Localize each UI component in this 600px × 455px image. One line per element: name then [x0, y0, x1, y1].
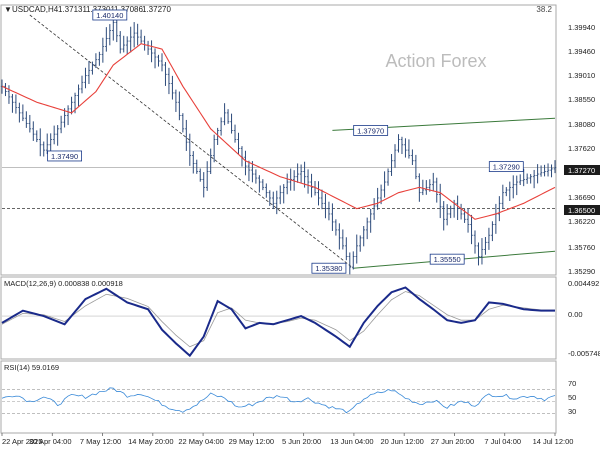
rsi-y-tick: 70	[568, 379, 576, 388]
macd-plot	[1, 286, 555, 358]
x-tick-label: 5 Jun 20:00	[282, 437, 321, 446]
x-tick-label: 22 Apr 2025	[2, 437, 42, 446]
x-tick-label: 13 Jun 04:00	[330, 437, 373, 446]
x-tick-label: 7 May 12:00	[80, 437, 121, 446]
x-tick-label: 30 Apr 04:00	[29, 437, 72, 446]
header-close: 1.37270	[142, 5, 171, 14]
price-label-text: 1.35380	[315, 264, 342, 273]
level-price-text: 1.36500	[568, 206, 595, 215]
main-y-tick: 1.36220	[568, 217, 595, 226]
price-label-text: 1.37490	[51, 152, 78, 161]
macd-y-tick: 0.00	[568, 310, 583, 319]
main-y-tick: 1.38080	[568, 120, 595, 129]
main-y-tick: 1.39460	[568, 47, 595, 56]
main-y-tick: 1.35290	[568, 267, 595, 276]
price-labels: 1.40140 1.37490 1.37970 1.37290 1.35550 1.353…	[47, 9, 524, 274]
price-label-text: 1.37290	[493, 163, 520, 172]
main-y-tick: 1.37620	[568, 144, 595, 153]
header-arrow: ▼	[4, 5, 12, 14]
price-label-box	[47, 150, 83, 162]
header-symbol: USDCAD,H4	[12, 5, 59, 14]
price-label: 1.37290	[488, 161, 524, 173]
main-y-tick: 1.35760	[568, 243, 595, 252]
x-tick-label: 20 Jun 12:00	[380, 437, 423, 446]
header-low: 1.37086	[114, 5, 143, 14]
rsi-y-tick: 30	[568, 407, 576, 416]
macd-panel-frame	[0, 276, 557, 360]
price-label-text: 1.35550	[434, 255, 461, 264]
rsi-line	[1, 387, 556, 414]
x-tick-label: 27 Jun 20:00	[431, 437, 474, 446]
watermark: Action Forex	[385, 51, 486, 71]
main-y-tick: 1.36690	[568, 193, 595, 202]
rsi-label: RSI(14) 59.0169	[4, 363, 59, 372]
price-label-box	[429, 253, 465, 265]
price-label-box	[353, 125, 389, 136]
price-label-box	[92, 9, 128, 21]
main-plot	[0, 14, 557, 275]
price-label: 1.35380	[311, 262, 347, 274]
macd-y-tick: -0.005748	[568, 349, 600, 358]
main-panel-frame	[0, 4, 557, 276]
price-label-box	[488, 161, 524, 173]
price-label-box	[311, 262, 347, 274]
price-label: 1.35550	[429, 253, 465, 265]
price-label-text: 1.40140	[96, 11, 123, 20]
moving-average-line	[1, 43, 556, 220]
macd-label: MACD(12,26,9) 0.000838 0.000918	[4, 279, 123, 288]
current-price-tag	[564, 165, 600, 175]
price-label-text: 1.37970	[357, 126, 384, 135]
price-label: 1.40140	[92, 9, 128, 21]
descending-trendline	[29, 14, 354, 269]
macd-y-tick: 0.004492	[568, 279, 599, 288]
main-y-tick: 1.39940	[568, 23, 595, 32]
header-open: 1.37131	[58, 5, 87, 14]
price-label: 1.37970	[353, 125, 389, 136]
x-tick-label: 29 May 12:00	[229, 437, 274, 446]
x-tick-label: 14 Jul 12:00	[533, 437, 574, 446]
rsi-y-tick: 50	[568, 393, 576, 402]
x-tick-label: 7 Jul 04:00	[484, 437, 521, 446]
rsi-plot	[1, 387, 556, 414]
x-tick-label: 14 May 20:00	[128, 437, 173, 446]
header-high: 1.37301	[86, 5, 115, 14]
current-price-text: 1.37270	[568, 166, 595, 175]
rsi-panel-frame	[0, 360, 557, 434]
price-bars	[0, 16, 557, 275]
level-price-tag	[564, 205, 600, 215]
header-corner-value: 38.2	[536, 5, 552, 14]
x-tick-label: 22 May 04:00	[178, 437, 223, 446]
main-y-tick: 1.39010	[568, 71, 595, 80]
price-label: 1.37490	[47, 150, 83, 162]
main-y-tick: 1.38550	[568, 95, 595, 104]
macd-line	[1, 286, 555, 358]
